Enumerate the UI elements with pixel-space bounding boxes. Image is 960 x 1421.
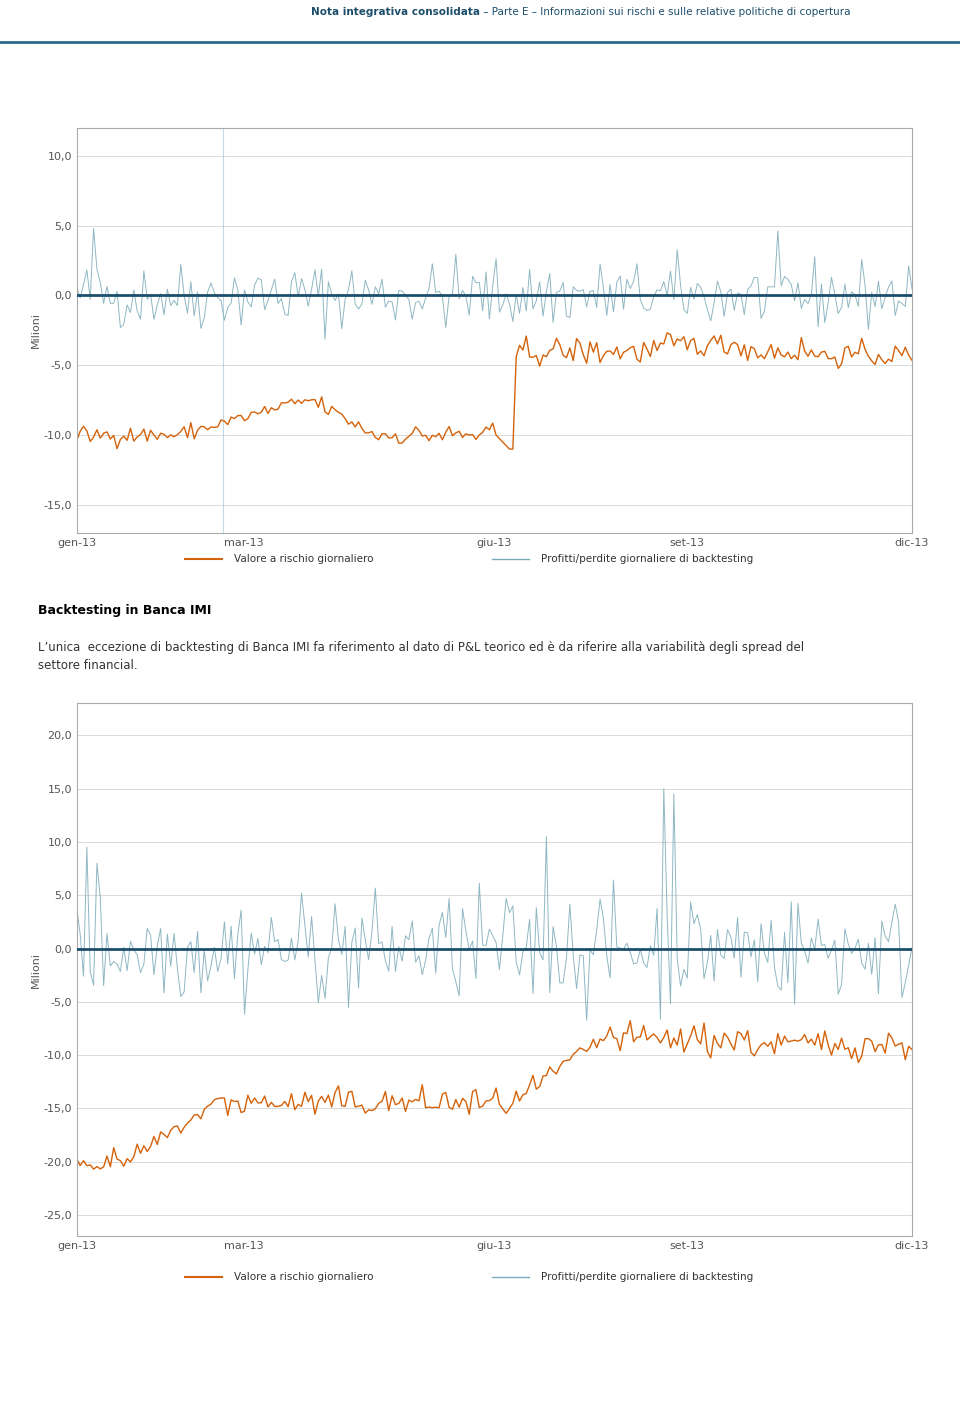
Text: – Parte E – Informazioni sui rischi e sulle relative politiche di copertura: – Parte E – Informazioni sui rischi e su… — [480, 7, 851, 17]
Text: Profitti/perdite giornaliere di backtesting: Profitti/perdite giornaliere di backtest… — [541, 1272, 754, 1282]
Text: Backtesting in Banca IMI: Backtesting in Banca IMI — [38, 604, 212, 617]
Text: Nota integrativa consolidata: Nota integrativa consolidata — [311, 7, 480, 17]
Y-axis label: Milioni: Milioni — [31, 313, 40, 348]
Text: Profitti/perdite giornaliere di backtesting: Profitti/perdite giornaliere di backtest… — [541, 554, 754, 564]
Text: Valore a rischio giornaliero: Valore a rischio giornaliero — [234, 1272, 373, 1282]
Text: 359: 359 — [869, 1373, 907, 1391]
Y-axis label: Milioni: Milioni — [31, 952, 40, 988]
Text: L’unica  eccezione di backtesting di Banca IMI fa riferimento al dato di P&L teo: L’unica eccezione di backtesting di Banc… — [38, 641, 804, 672]
Text: Valore a rischio giornaliero: Valore a rischio giornaliero — [234, 554, 373, 564]
